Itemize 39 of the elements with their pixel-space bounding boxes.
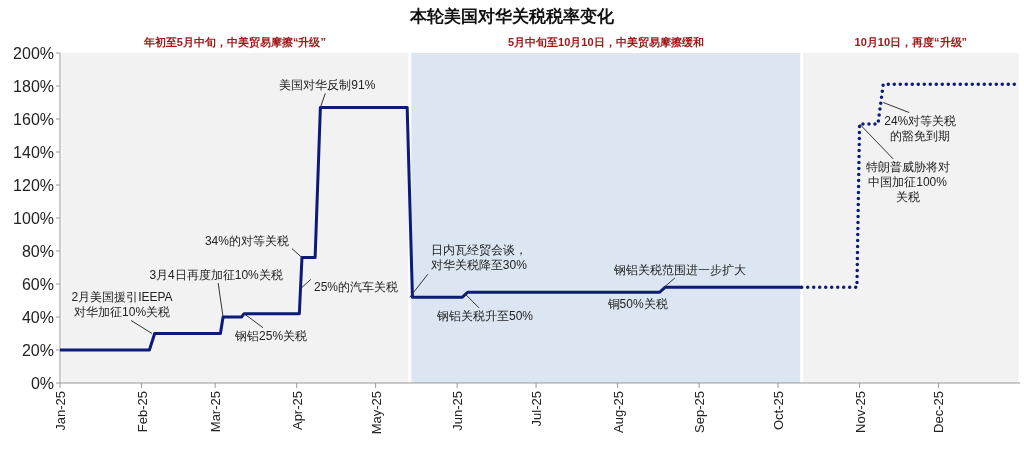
y-tick-label: 80% [21,243,54,260]
y-tick-label: 60% [21,276,54,293]
band-label: 年初至5月中旬，中美贸易摩擦“升级” [142,36,326,49]
annotation: 钢铝25%关税 [234,328,308,343]
y-tick-label: 20% [21,342,54,359]
y-tick-label: 180% [13,78,54,95]
x-tick-label: Apr-25 [289,391,305,431]
x-tick-label: May-25 [368,391,384,435]
x-tick-label: Jul-25 [529,391,545,427]
x-tick-label: Feb-25 [134,391,150,433]
x-tick-label: Oct-25 [771,391,787,431]
x-tick-label: Sep-25 [692,391,708,433]
chart-title: 本轮美国对华关税税率变化 [409,7,615,26]
annotation: 钢铝关税升至50% [436,308,534,323]
annotation: 3月4日再度加征10%关税 [149,268,283,282]
annotation: 34%的对等关税 [204,233,289,248]
annotation: 钢铝关税范围进一步扩大 [613,262,747,277]
y-tick-label: 140% [13,144,54,161]
x-tick-label: Dec-25 [931,391,947,433]
x-tick-label: Mar-25 [208,391,224,433]
y-tick-label: 0% [30,375,54,392]
band-label: 10月10日，再度“升级” [854,36,968,48]
x-tick-label: Aug-25 [610,391,626,433]
band-label: 5月中旬至10月10日，中美贸易摩擦缓和 [507,36,704,49]
annotation: 特朗普威胁将对中国加征100%关税 [865,159,950,204]
y-tick-label: 100% [13,210,54,227]
y-tick-label: 200% [13,45,54,62]
annotation: 美国对华反制91% [279,78,376,93]
y-tick-label: 120% [13,177,54,194]
x-tick-label: Nov-25 [852,391,868,433]
annotation: 25%的汽车关税 [313,280,398,295]
x-tick-label: Jan-25 [53,391,68,431]
annotation: 日内瓦经贸会谈，对华关税降至30% [430,243,528,273]
y-tick-label: 40% [21,309,54,326]
annotation: 铜50%关税 [606,297,668,312]
annotation: 2月美国援引IEEPA对华加征10%关税 [71,289,173,319]
y-tick-label: 160% [13,111,54,128]
annotation: 24%对等关税的豁免到期 [884,113,957,143]
x-tick-label: Jun-25 [450,391,466,431]
